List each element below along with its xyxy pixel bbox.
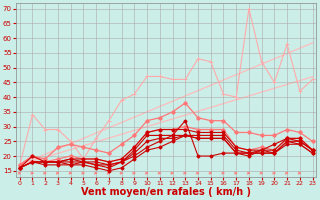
X-axis label: Vent moyen/en rafales ( km/h ): Vent moyen/en rafales ( km/h ) — [81, 187, 251, 197]
